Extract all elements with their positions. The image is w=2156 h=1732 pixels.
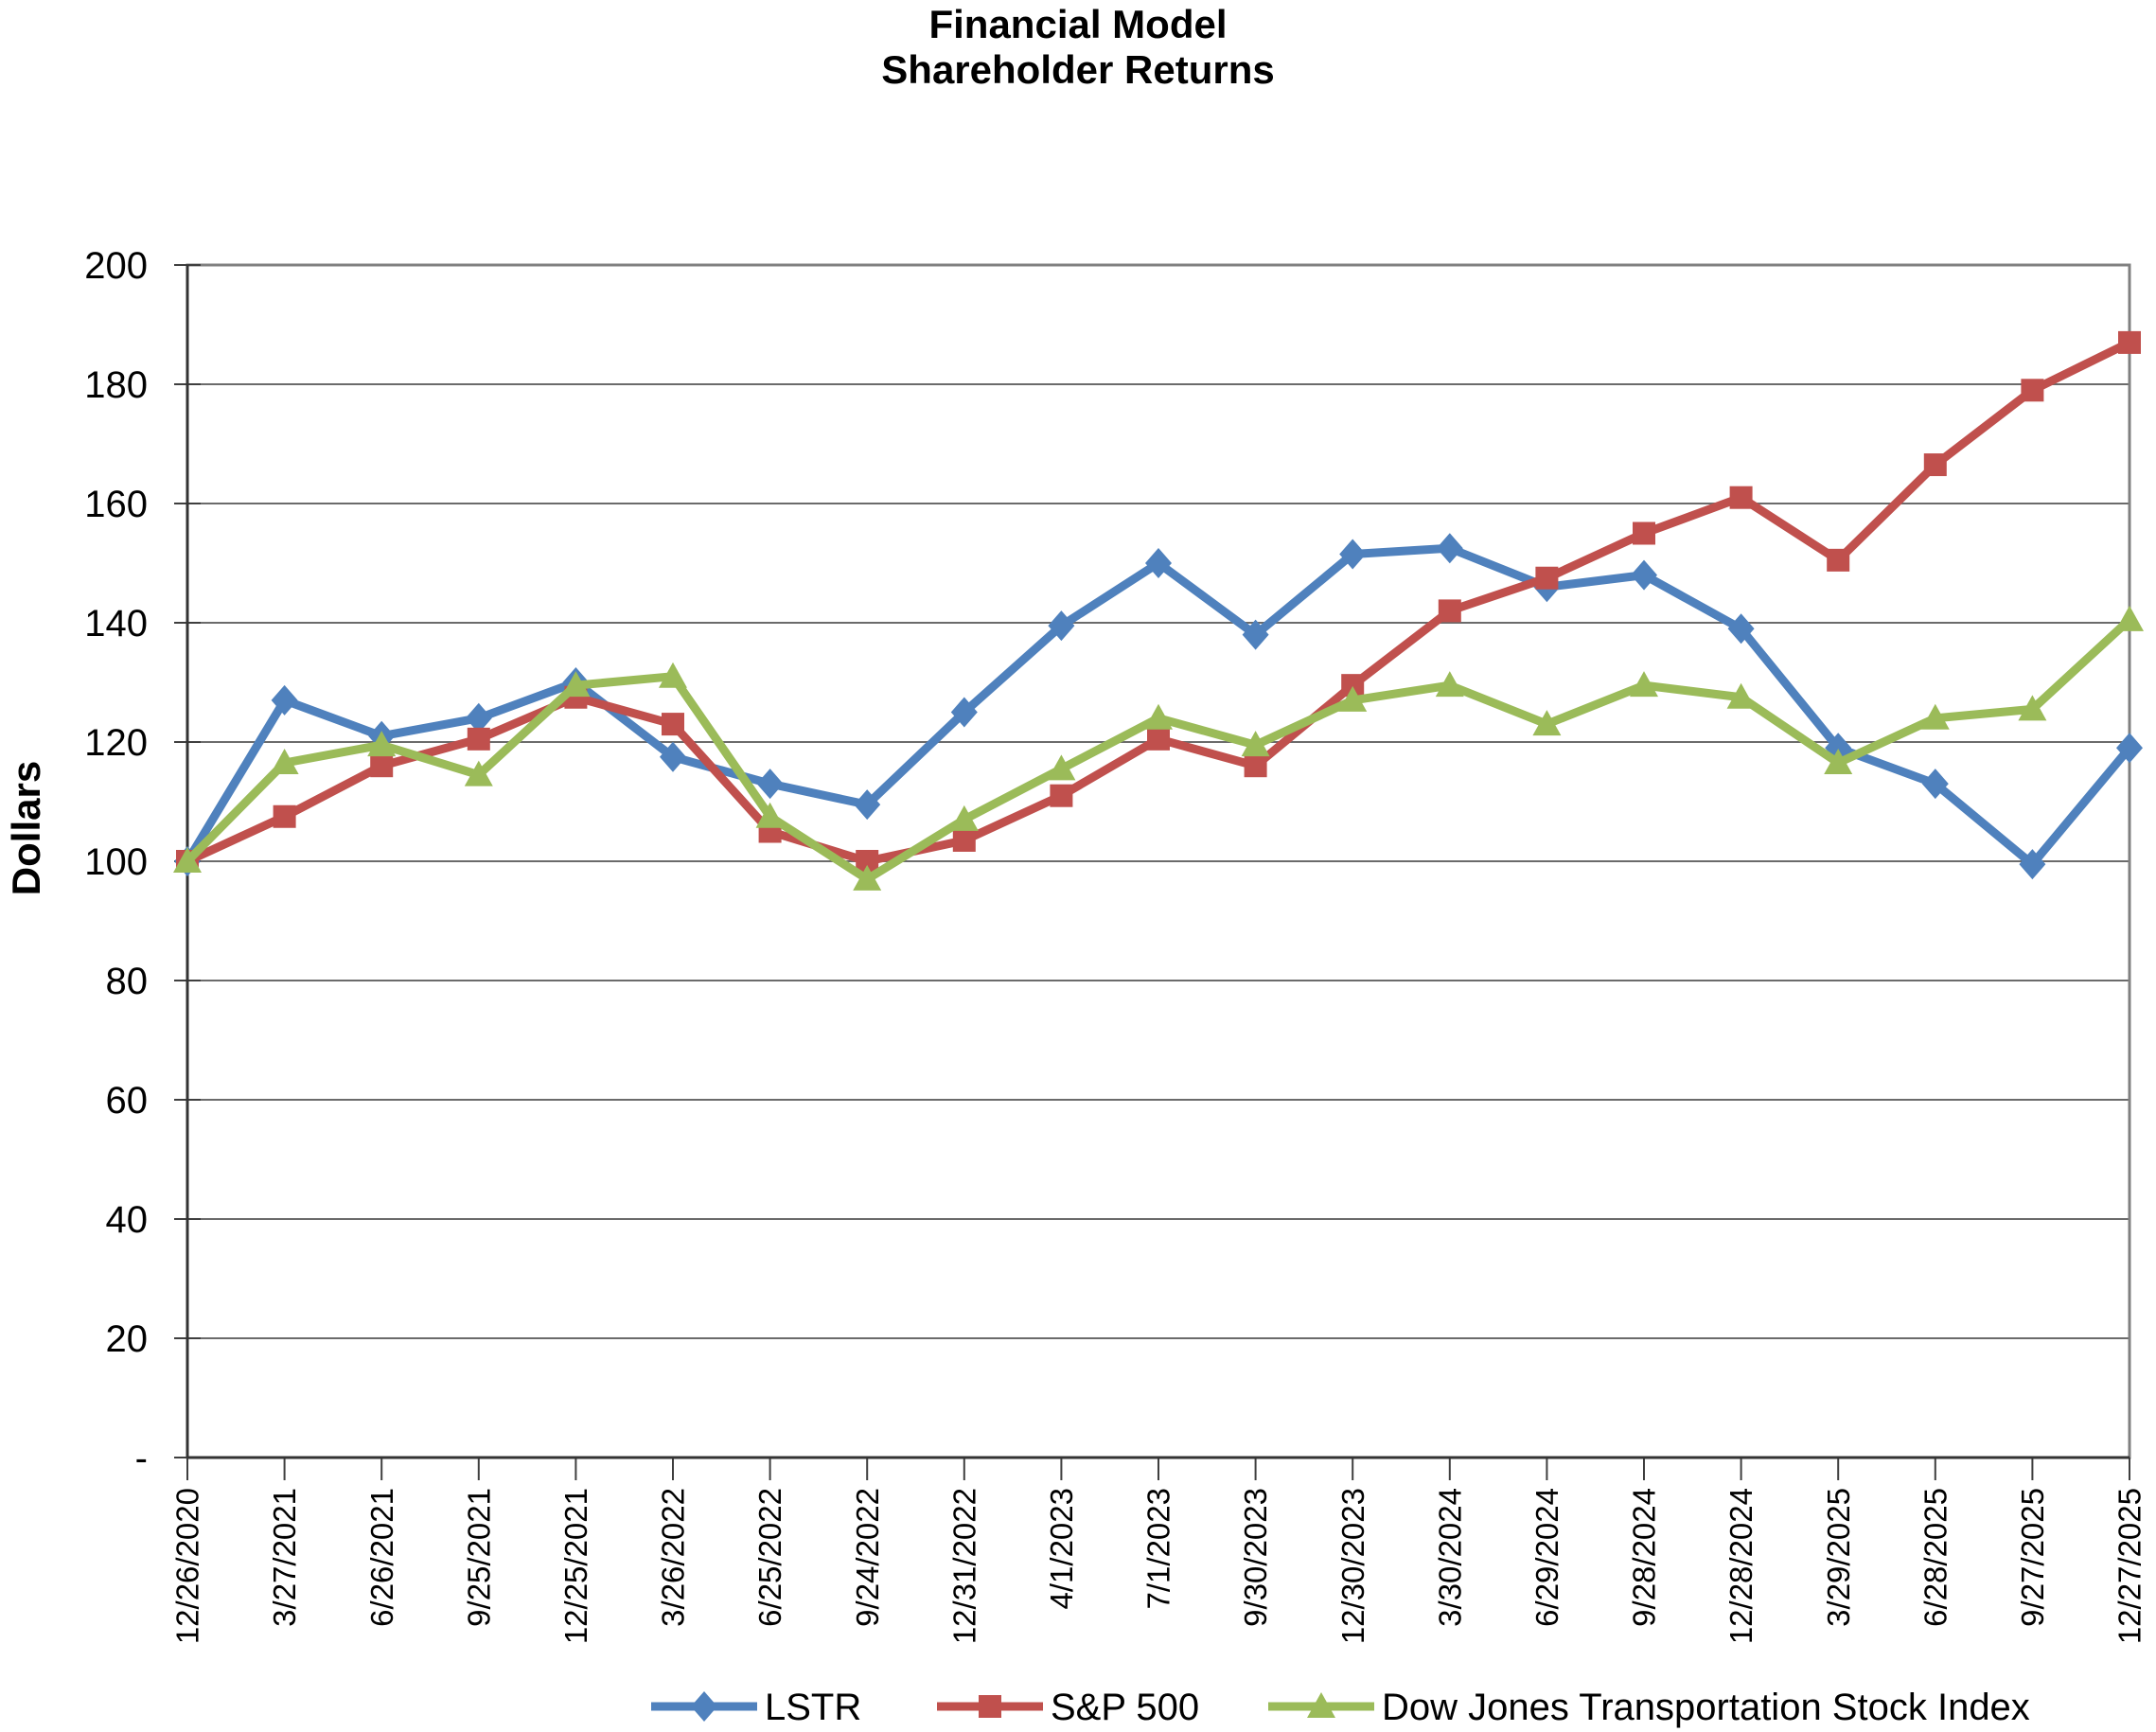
data-point-lstr (660, 741, 686, 772)
data-point-lstr (2116, 733, 2143, 764)
x-tick-label: 3/26/2022 (656, 1488, 691, 1627)
y-axis-title: Dollars (4, 761, 48, 895)
data-point-dow-jones-transportation-stock-index (659, 662, 687, 688)
y-tick-label: 140 (84, 603, 148, 645)
y-tick-label: 60 (106, 1080, 149, 1122)
data-point-s-p-500 (1535, 566, 1559, 590)
data-point-s-p-500 (2118, 330, 2141, 354)
y-tick-label: 120 (84, 722, 148, 764)
x-tick-label: 6/28/2025 (1917, 1488, 1953, 1627)
data-point-s-p-500 (952, 828, 976, 852)
x-tick-label: 12/27/2025 (2112, 1488, 2147, 1644)
x-tick-label: 6/26/2021 (364, 1488, 399, 1627)
data-point-lstr (1048, 610, 1075, 642)
data-point-dow-jones-transportation-stock-index (1435, 671, 1464, 698)
y-tick-label: 180 (84, 364, 148, 406)
data-point-dow-jones-transportation-stock-index (2018, 695, 2047, 721)
data-point-s-p-500 (1827, 548, 1850, 572)
data-point-lstr (1242, 619, 1269, 650)
data-point-dow-jones-transportation-stock-index (1630, 671, 1658, 698)
data-point-dow-jones-transportation-stock-index (1144, 703, 1173, 730)
data-point-s-p-500 (662, 713, 684, 736)
x-tick-label: 3/29/2025 (1821, 1488, 1856, 1627)
data-point-dow-jones-transportation-stock-index (1241, 731, 1270, 757)
data-point-dow-jones-transportation-stock-index (270, 749, 299, 775)
data-point-s-p-500 (370, 754, 394, 778)
y-tick-label: 20 (106, 1318, 149, 1360)
data-point-lstr (1727, 613, 1755, 645)
data-point-lstr (950, 697, 978, 728)
legend-marker-lstr (691, 1691, 717, 1722)
x-tick-label: 12/31/2022 (946, 1488, 981, 1644)
y-tick-label: 160 (84, 484, 148, 525)
data-point-dow-jones-transportation-stock-index (1532, 710, 1562, 736)
y-tick-label: - (135, 1438, 148, 1479)
x-tick-label: 3/30/2024 (1432, 1488, 1467, 1627)
data-point-lstr (1339, 539, 1367, 570)
data-point-lstr (1145, 548, 1172, 578)
x-tick-label: 12/26/2020 (170, 1488, 205, 1644)
data-point-dow-jones-transportation-stock-index (367, 731, 397, 757)
x-tick-label: 9/27/2025 (2015, 1488, 2050, 1627)
legend-marker-s-p-500 (979, 1695, 1001, 1718)
data-point-dow-jones-transportation-stock-index (561, 671, 591, 698)
x-tick-label: 9/28/2024 (1627, 1488, 1662, 1627)
data-point-s-p-500 (467, 727, 490, 751)
data-point-lstr (2019, 849, 2046, 880)
y-tick-label: 80 (106, 961, 149, 1002)
data-point-lstr (756, 769, 784, 800)
data-point-lstr (1436, 533, 1463, 564)
data-point-dow-jones-transportation-stock-index (853, 864, 882, 891)
legend-label-dow-jones-transportation-stock-index: Dow Jones Transportation Stock Index (1382, 1687, 2030, 1728)
x-tick-label: 9/25/2021 (461, 1488, 496, 1627)
x-tick-label: 3/27/2021 (267, 1488, 302, 1627)
x-tick-label: 4/1/2023 (1044, 1488, 1079, 1609)
x-tick-label: 6/29/2024 (1529, 1488, 1564, 1627)
data-point-lstr (854, 789, 881, 821)
x-tick-label: 9/30/2023 (1238, 1488, 1273, 1627)
y-tick-label: 100 (84, 841, 148, 883)
chart-title-line2: Shareholder Returns (881, 47, 1275, 93)
x-tick-label: 12/30/2023 (1335, 1488, 1370, 1644)
legend-marker-dow-jones-transportation-stock-index (1307, 1692, 1335, 1718)
data-point-dow-jones-transportation-stock-index (2115, 605, 2144, 631)
data-point-dow-jones-transportation-stock-index (1726, 682, 1756, 709)
x-tick-label: 12/28/2024 (1723, 1488, 1758, 1644)
y-tick-label: 200 (84, 245, 148, 287)
data-point-dow-jones-transportation-stock-index (1920, 703, 1950, 730)
data-point-dow-jones-transportation-stock-index (949, 804, 979, 831)
data-point-lstr (1921, 769, 1949, 800)
data-point-dow-jones-transportation-stock-index (1338, 685, 1368, 712)
legend-label-s-p-500: S&P 500 (1051, 1687, 1199, 1728)
data-point-dow-jones-transportation-stock-index (464, 760, 493, 786)
data-point-dow-jones-transportation-stock-index (1047, 754, 1076, 781)
data-point-lstr (1631, 559, 1657, 591)
data-point-s-p-500 (1244, 754, 1267, 778)
y-tick-label: 40 (106, 1199, 149, 1241)
data-point-dow-jones-transportation-stock-index (755, 802, 785, 828)
data-point-s-p-500 (273, 804, 296, 828)
data-point-dow-jones-transportation-stock-index (173, 847, 202, 873)
data-point-s-p-500 (1050, 784, 1073, 807)
legend-label-lstr: LSTR (765, 1687, 861, 1728)
chart-title-line1: Financial Model (928, 2, 1228, 46)
data-point-s-p-500 (1147, 727, 1170, 751)
data-point-s-p-500 (1729, 486, 1753, 509)
x-tick-label: 7/1/2023 (1141, 1488, 1176, 1609)
data-point-dow-jones-transportation-stock-index (1824, 749, 1853, 775)
data-point-s-p-500 (1438, 599, 1461, 623)
data-point-s-p-500 (1923, 453, 1947, 477)
data-point-s-p-500 (2021, 379, 2044, 402)
x-tick-label: 12/25/2021 (558, 1488, 593, 1644)
x-tick-label: 9/24/2022 (850, 1488, 885, 1627)
data-point-lstr (465, 702, 492, 733)
x-tick-label: 6/25/2022 (752, 1488, 787, 1627)
chart-title: Financial Model Shareholder Returns (0, 2, 2156, 94)
data-point-lstr (271, 684, 298, 716)
data-point-s-p-500 (1633, 521, 1655, 545)
